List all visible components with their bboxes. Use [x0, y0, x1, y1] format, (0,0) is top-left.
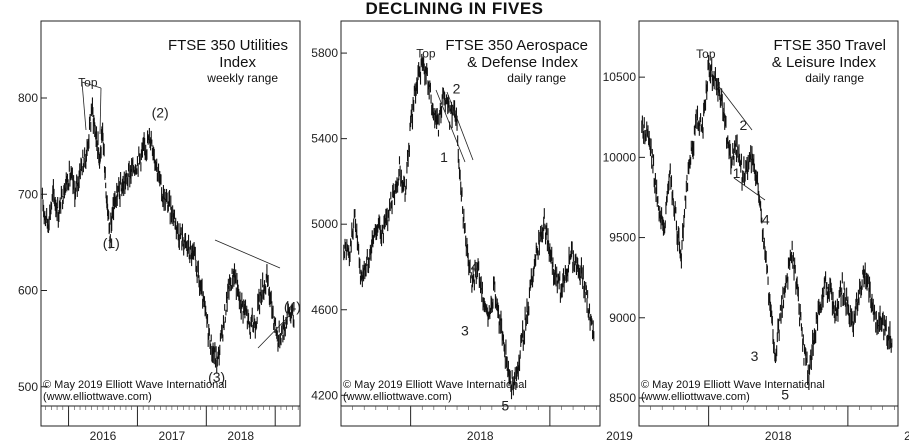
trend-line	[81, 81, 87, 131]
panel-subtitle: daily range	[507, 71, 566, 85]
y-tick-label: 4600	[311, 303, 338, 317]
wave-label: 3	[751, 348, 759, 364]
wave-label: 3	[461, 322, 469, 338]
panel-title-line2: & Leisure Index	[772, 54, 877, 71]
trend-line	[214, 239, 281, 269]
chart-title: DECLINING IN FIVES	[365, 0, 544, 18]
website-text: (www.elliottwave.com)	[641, 391, 750, 403]
y-tick-label: 10500	[603, 70, 637, 84]
price-bars	[641, 55, 893, 390]
y-tick-label: 800	[18, 91, 38, 105]
wave-label: (2)	[152, 104, 169, 120]
wave-label: 2	[740, 117, 748, 133]
copyright-text: © May 2019 Elliott Wave International	[343, 379, 527, 391]
y-tick-label: 5400	[311, 132, 338, 146]
wave-label: 4	[762, 212, 770, 228]
y-tick-label: 4200	[311, 388, 338, 402]
wave-label: 1	[733, 165, 741, 181]
price-bars	[41, 97, 295, 374]
wave-label: 5	[781, 387, 789, 403]
y-tick-label: 700	[18, 187, 38, 201]
wave-label: 2	[453, 81, 461, 97]
x-tick-label: 2017	[159, 429, 186, 443]
website-text: (www.elliottwave.com)	[343, 391, 452, 403]
y-tick-label: 8500	[609, 391, 636, 405]
wave-label: (4)	[284, 299, 301, 315]
x-tick-label: 2018	[227, 429, 254, 443]
y-tick-label: 500	[18, 380, 38, 394]
copyright-text: © May 2019 Elliott Wave International	[43, 379, 227, 391]
price-bars	[343, 53, 595, 400]
y-tick-label: 9500	[609, 231, 636, 245]
wave-label: 5	[501, 397, 509, 413]
x-tick-label: 2018	[765, 429, 792, 443]
y-tick-label: 10000	[603, 150, 637, 164]
wave-label: 4	[471, 258, 479, 274]
panel-frame	[40, 20, 301, 427]
panel-subtitle: weekly range	[206, 71, 278, 85]
trend-line	[435, 89, 466, 163]
x-tick-label: 2016	[90, 429, 117, 443]
y-tick-label: 600	[18, 284, 38, 298]
trend-line	[446, 91, 474, 161]
x-tick-label: 2019	[904, 429, 909, 443]
trend-line	[99, 87, 102, 135]
x-tick-label: 2019	[606, 429, 633, 443]
panel-title: FTSE 350 Travel	[773, 37, 886, 54]
panel-title: FTSE 350 Aerospace	[445, 37, 588, 54]
trend-line	[81, 81, 102, 89]
y-tick-label: 5000	[311, 217, 338, 231]
trend-line	[716, 83, 753, 131]
x-tick-label: 2018	[467, 429, 494, 443]
wave-label: Top	[696, 47, 716, 61]
y-tick-label: 9000	[609, 311, 636, 325]
trend-line	[733, 177, 766, 201]
trend-line	[257, 314, 291, 349]
copyright-text: © May 2019 Elliott Wave International	[641, 379, 825, 391]
website-text: (www.elliottwave.com)	[43, 391, 152, 403]
wave-label: 1	[440, 149, 448, 165]
panel-title-line2: & Defense Index	[467, 54, 578, 71]
wave-label: (1)	[103, 235, 120, 251]
wave-label: Top	[78, 75, 98, 89]
chart-panel-1: 800 700 600 500 2016 2017 2018 FTSE 350 Utiliti…	[18, 20, 301, 443]
panel-subtitle: daily range	[805, 71, 864, 85]
panel-frame	[638, 20, 899, 427]
panel-title-line2: Index	[219, 54, 256, 71]
wave-label: (3)	[208, 369, 225, 385]
trend-lines	[81, 81, 766, 349]
chart-panel-3: 10500 10000 9500 9000 8500 2018 2019 FTSE 350 T…	[603, 20, 909, 443]
panel-frame	[340, 20, 601, 427]
wave-label: Top	[416, 46, 436, 60]
chart-panel-2: 5800 5400 5000 4600 4200 2018 2019 FTSE 350 Aer…	[311, 20, 633, 443]
y-tick-label: 5800	[311, 46, 338, 60]
panel-title: FTSE 350 Utilities	[168, 37, 288, 54]
